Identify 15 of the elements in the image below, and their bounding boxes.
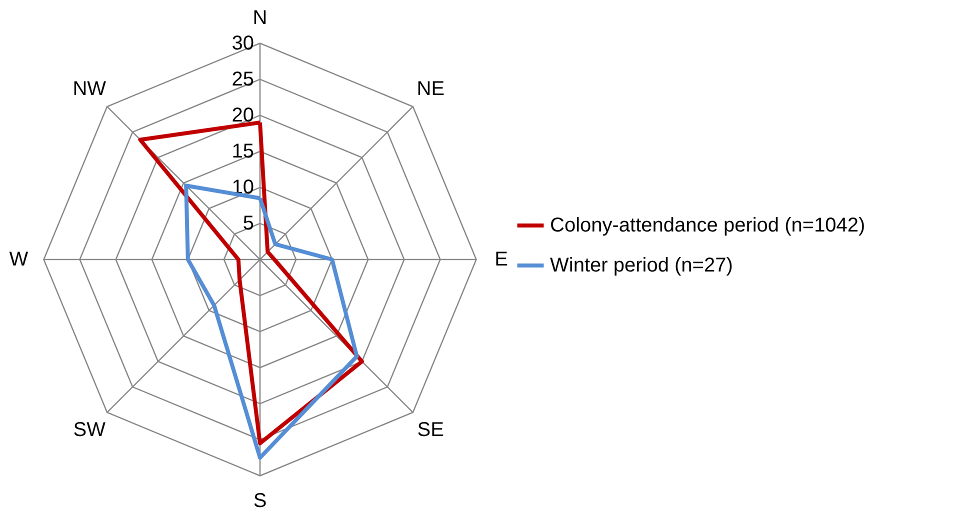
spoke-label: SW	[73, 419, 106, 442]
spoke-label: NW	[72, 78, 106, 100]
spoke-label: E	[494, 248, 508, 270]
y-tick-label: 20	[232, 104, 254, 126]
y-tick-label: 5	[242, 212, 254, 234]
y-tick-label: 15	[232, 140, 254, 162]
spoke-label: W	[9, 248, 28, 270]
legend-label: Winter period (n=27)	[550, 254, 733, 276]
spoke-label: NE	[416, 78, 445, 100]
spoke-label: SE	[417, 419, 444, 442]
legend-label: Colony-attendance period (n=1042)	[550, 214, 866, 236]
spoke-label: S	[253, 490, 267, 512]
y-tick-label: 25	[232, 68, 254, 90]
spoke-label: N	[252, 7, 268, 30]
y-tick-label: 30	[232, 32, 254, 54]
